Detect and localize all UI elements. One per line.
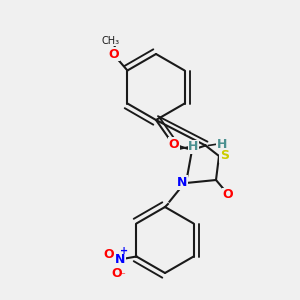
Text: N: N — [115, 253, 125, 266]
Text: O: O — [169, 137, 179, 151]
Text: ⁻: ⁻ — [119, 271, 125, 281]
Text: O: O — [103, 248, 114, 261]
Text: H: H — [188, 140, 199, 154]
Text: N: N — [177, 176, 188, 189]
Text: O: O — [112, 267, 122, 280]
Text: CH₃: CH₃ — [102, 35, 120, 46]
Text: O: O — [223, 188, 233, 202]
Text: H: H — [217, 137, 227, 151]
Text: +: + — [120, 246, 128, 256]
Text: O: O — [109, 47, 119, 61]
Text: S: S — [220, 149, 229, 162]
